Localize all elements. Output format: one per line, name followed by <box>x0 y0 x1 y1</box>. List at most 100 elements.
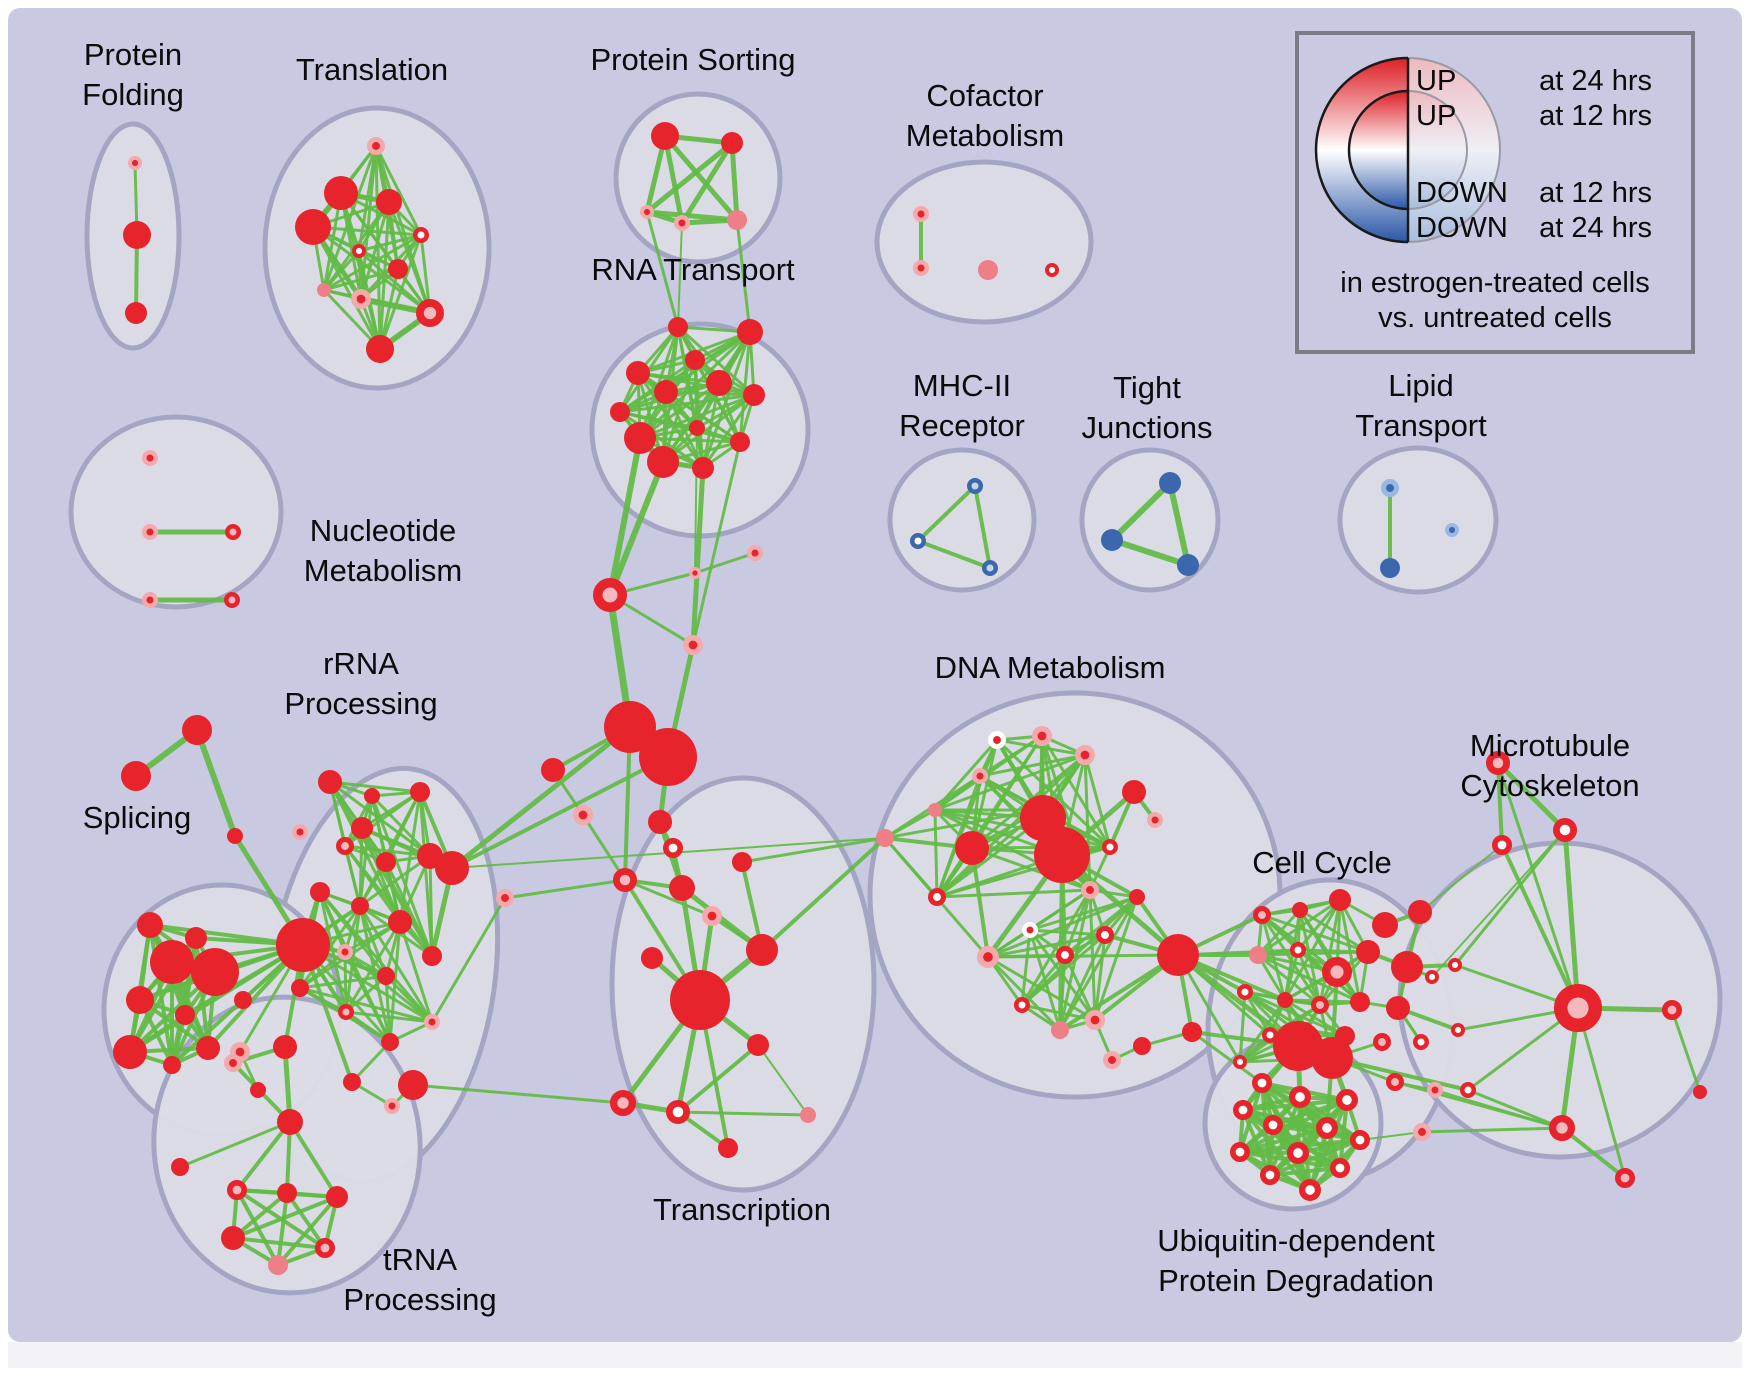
node-cc13 <box>1311 996 1330 1015</box>
edge <box>679 140 735 226</box>
edge <box>636 371 705 470</box>
node-u10 <box>1260 1165 1281 1186</box>
node-tt1 <box>277 1109 303 1135</box>
cluster-label-nucleotide-metabolism: Nucleotide <box>310 513 456 548</box>
node-t10 <box>366 335 394 363</box>
edge <box>358 794 374 908</box>
edge <box>450 755 670 870</box>
legend-gradient-right-half <box>1408 57 1501 243</box>
node-r1 <box>737 319 763 345</box>
node-sp2 <box>150 940 194 984</box>
legend-direction-label: UP <box>1416 100 1456 132</box>
node-sp11 <box>250 1082 266 1098</box>
edge <box>128 943 305 1054</box>
edge <box>343 950 434 1024</box>
node-w1 <box>1426 1081 1443 1098</box>
node-cc15 <box>1386 996 1410 1020</box>
node-t6 <box>388 259 408 279</box>
edge <box>1167 480 1191 568</box>
edge <box>1268 1166 1342 1177</box>
edge <box>581 813 627 882</box>
node-c0 <box>912 206 929 223</box>
node-q0 <box>182 715 212 745</box>
node-l2 <box>1444 523 1459 538</box>
node-rr8 <box>310 882 330 902</box>
edge <box>618 410 742 444</box>
legend-direction-label: DOWN <box>1416 212 1508 244</box>
node-d18 <box>1021 921 1038 938</box>
edge <box>343 844 432 858</box>
cluster-labels-layer: Protein Folding Translation Protein Sorting… <box>82 37 1639 1317</box>
node-u8 <box>1286 1141 1309 1164</box>
node-rr2 <box>410 782 430 802</box>
edge <box>973 484 992 570</box>
edge <box>350 1040 392 1084</box>
edge <box>1283 948 1300 1002</box>
edge <box>691 440 742 647</box>
node-g0 <box>276 918 330 972</box>
node-mt4 <box>1450 1022 1465 1037</box>
node-cc14 <box>1350 992 1370 1012</box>
node-cc1 <box>1253 906 1272 925</box>
node-hb0 <box>541 758 565 782</box>
edge <box>378 233 423 351</box>
node-r11 <box>692 457 714 479</box>
edge <box>1083 753 1112 849</box>
edge <box>638 436 742 444</box>
node-x0 <box>648 810 672 834</box>
legend-time-label: at 24 hrs <box>1539 65 1652 97</box>
node-rr0 <box>318 770 342 794</box>
node-mt0 <box>1485 750 1510 775</box>
edge <box>1243 990 1272 1037</box>
node-d17 <box>977 946 1000 969</box>
node-d13 <box>1146 811 1163 828</box>
node-w0 <box>1386 1073 1405 1092</box>
node-c3 <box>1044 262 1059 277</box>
node-n0 <box>142 449 159 466</box>
cluster-label-trna-processing: Processing <box>343 1282 496 1317</box>
node-x8 <box>670 970 730 1030</box>
legend-footer-line: vs. untreated cells <box>1378 302 1612 334</box>
node-d16 <box>928 888 947 907</box>
node-u4 <box>1263 1115 1284 1136</box>
node-t4 <box>412 227 429 244</box>
node-u6 <box>1350 1130 1371 1151</box>
node-d14 <box>1081 881 1100 900</box>
node-h2 <box>746 544 763 561</box>
node-q2 <box>227 828 243 844</box>
node-d11 <box>955 831 989 865</box>
node-cc25 <box>1424 970 1439 985</box>
node-rr17 <box>423 1013 440 1030</box>
edge <box>935 774 982 899</box>
node-sp9 <box>234 991 252 1009</box>
node-cc10 <box>1391 951 1423 983</box>
edge <box>1670 1008 1702 1094</box>
cluster-label-splicing: Splicing <box>83 800 192 835</box>
node-r7 <box>624 422 656 454</box>
node-mt10 <box>1693 1085 1707 1099</box>
edge <box>411 1083 625 1105</box>
node-rr4 <box>335 837 354 856</box>
node-rrr <box>435 851 469 885</box>
node-x3 <box>495 889 514 908</box>
edge <box>1420 1126 1564 1134</box>
edge <box>935 888 1092 899</box>
node-x1 <box>662 837 683 858</box>
node-h3 <box>682 634 703 655</box>
node-d26 <box>1133 1037 1151 1055</box>
cluster-ellipse-mhc-ii-receptor <box>887 447 1037 593</box>
edge <box>1359 1131 1423 1141</box>
node-l1 <box>1380 558 1400 578</box>
edge <box>357 233 423 253</box>
cluster-label-protein-folding: Folding <box>82 77 184 112</box>
edge <box>343 844 434 958</box>
node-t2 <box>376 189 402 215</box>
edge <box>288 1120 339 1199</box>
cluster-label-cofactor-metabolism: Cofactor <box>926 78 1043 113</box>
cluster-label-transcription: Transcription <box>653 1192 831 1227</box>
edge <box>933 774 982 812</box>
edge <box>235 1120 292 1192</box>
edge <box>1083 753 1092 892</box>
edge <box>1238 990 1247 1064</box>
